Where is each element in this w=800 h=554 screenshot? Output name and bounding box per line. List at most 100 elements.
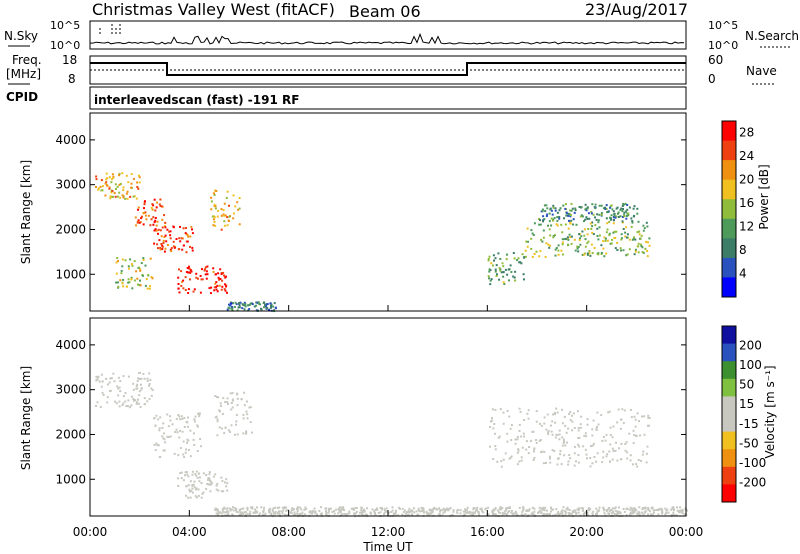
power-cell xyxy=(550,217,553,220)
power-cell xyxy=(184,232,187,235)
power-cell xyxy=(224,283,226,286)
power-cell xyxy=(555,247,558,249)
vel-cell xyxy=(670,508,673,511)
power-cell xyxy=(535,250,538,253)
vel-cell xyxy=(508,457,511,460)
vel-cell xyxy=(328,507,331,510)
power-cell xyxy=(172,240,175,243)
power-cell xyxy=(560,223,563,226)
power-cell xyxy=(583,252,586,255)
power-cell xyxy=(628,248,631,251)
power-cell xyxy=(190,270,193,273)
vel-cell xyxy=(96,377,99,380)
power-cell xyxy=(616,241,619,244)
x-tick-label: 16:00 xyxy=(470,525,505,539)
vel-cell xyxy=(520,456,523,459)
power-cell xyxy=(108,187,111,190)
power-cell xyxy=(594,216,596,219)
vel-cell xyxy=(100,385,103,388)
vel-cell xyxy=(233,433,236,436)
cpid-label: CPID xyxy=(6,90,38,104)
vel-cell xyxy=(250,431,253,434)
vel-cell xyxy=(130,395,133,398)
vel-cell xyxy=(604,439,607,442)
vel-cell xyxy=(299,506,302,509)
vel-cell xyxy=(491,417,493,419)
vel-cell xyxy=(641,415,643,418)
vel-cell xyxy=(397,514,400,517)
power-cell xyxy=(487,275,490,278)
vel-cell xyxy=(482,511,485,514)
vel-cell xyxy=(314,510,317,513)
power-cell xyxy=(488,268,491,271)
power-cell xyxy=(199,291,202,294)
power-cell xyxy=(137,206,140,209)
power-colorbar-tick: 28 xyxy=(739,126,754,140)
vel-cell xyxy=(274,511,277,513)
vel-cell xyxy=(653,509,656,512)
vel-cell xyxy=(556,463,559,466)
vel-cell xyxy=(528,509,531,512)
vel-cell xyxy=(187,475,190,478)
power-cell xyxy=(139,279,141,282)
vel-cell xyxy=(360,511,363,514)
power-cell xyxy=(554,234,556,237)
power-cell xyxy=(581,253,584,256)
vel-cell xyxy=(232,509,235,512)
vel-cell xyxy=(528,446,531,448)
vel-cell xyxy=(210,482,213,485)
vel-cell xyxy=(571,510,574,513)
power-cell xyxy=(596,213,599,216)
vel-cell xyxy=(139,371,141,374)
power-cell xyxy=(109,195,112,198)
vel-cell xyxy=(166,435,169,438)
vel-cell xyxy=(480,507,483,510)
power-cell xyxy=(110,178,113,181)
power-cell xyxy=(172,226,175,229)
vel-cell xyxy=(559,450,562,453)
vel-cell xyxy=(618,512,620,515)
power-cell xyxy=(623,211,626,214)
vel-cell xyxy=(200,445,202,448)
vel-cell xyxy=(665,509,668,512)
vel-cell xyxy=(246,400,248,403)
power-cell xyxy=(248,304,251,306)
power-cell xyxy=(620,249,622,252)
vel-ytick-label: 3000 xyxy=(55,383,86,397)
vel-cell xyxy=(522,514,525,517)
power-cell xyxy=(584,218,587,221)
power-cell xyxy=(587,240,590,243)
power-cell xyxy=(615,230,618,233)
vel-cell xyxy=(208,473,211,476)
vel-cell xyxy=(177,477,180,480)
power-cell xyxy=(544,255,547,258)
vel-cell xyxy=(207,483,210,486)
power-cell xyxy=(233,306,236,308)
power-cell xyxy=(195,272,198,275)
vel-cell xyxy=(442,512,445,515)
vel-cell xyxy=(268,510,271,513)
vel-cell xyxy=(308,511,311,514)
vel-cell xyxy=(473,511,476,514)
power-cell xyxy=(255,301,258,304)
vel-cell xyxy=(487,513,490,516)
power-cell xyxy=(133,279,136,282)
vel-cell xyxy=(225,478,228,481)
vel-cell xyxy=(237,511,240,514)
vel-cell xyxy=(524,513,527,515)
vel-cell xyxy=(391,509,394,512)
vel-cell xyxy=(535,439,537,441)
vel-cell xyxy=(578,445,581,448)
power-cell xyxy=(512,275,515,278)
power-cell xyxy=(129,258,132,261)
vel-cell xyxy=(564,510,567,512)
vel-cell xyxy=(264,512,267,515)
power-cell xyxy=(210,196,213,199)
vel-cell xyxy=(379,506,382,509)
vel-cell xyxy=(600,414,603,417)
vel-cell xyxy=(243,391,246,394)
power-cell xyxy=(492,264,494,267)
vel-cell xyxy=(570,513,573,515)
power-cell xyxy=(133,260,136,263)
power-cell xyxy=(177,287,180,290)
